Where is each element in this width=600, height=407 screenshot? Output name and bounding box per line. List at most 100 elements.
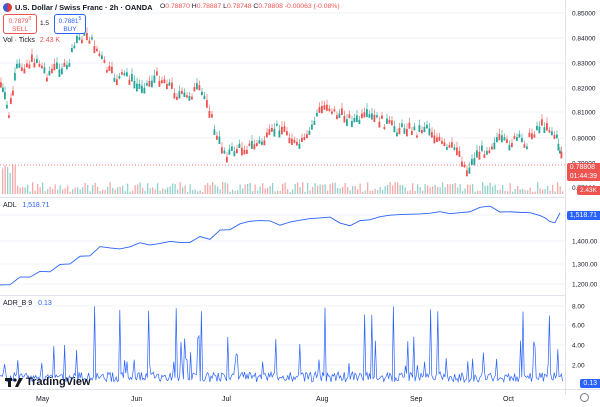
candle-body	[186, 95, 188, 98]
gear-icon[interactable]	[580, 393, 589, 402]
candle-body	[111, 66, 113, 74]
sell-button[interactable]: 0.78790 SELL	[3, 14, 37, 34]
candle-body	[26, 63, 28, 68]
candle-body	[188, 96, 191, 101]
candle-body	[488, 150, 491, 153]
adl-pane[interactable]: 1,500.001,400.001,300.001,200.00 ADL 1,5…	[0, 198, 600, 294]
candle-body	[528, 132, 531, 138]
candle-body	[41, 65, 43, 69]
volume-bar	[162, 188, 164, 194]
candle-body	[371, 113, 373, 120]
volume-bar	[32, 182, 34, 194]
adr-tick-label: 8.00	[572, 304, 585, 311]
buy-button[interactable]: 0.78815 BUY	[54, 14, 86, 34]
volume-bar	[412, 183, 414, 194]
volume-legend[interactable]: Vol · Ticks 2.43 K	[3, 37, 60, 44]
candle-body	[156, 71, 158, 76]
candle-body	[58, 69, 61, 77]
candle-body	[318, 107, 321, 113]
adr-line	[0, 306, 563, 384]
candle-body	[508, 145, 511, 151]
price-pane[interactable]: 0.85000 0.84000 0.83000 0.82000 0.81000 0.800…	[0, 0, 600, 196]
volume-bar	[407, 191, 409, 194]
volume-bar	[539, 188, 541, 194]
candle-body	[213, 129, 216, 136]
sell-label: SELL	[12, 26, 28, 34]
candle-body	[433, 135, 436, 144]
volume-bar	[537, 182, 539, 194]
volume-bar	[57, 189, 59, 194]
candle-body	[196, 83, 198, 90]
candle-body	[516, 137, 518, 141]
volume-bar	[457, 187, 459, 194]
ohlc-readout: O0.78870 H0.78887 L0.78748 C0.78808 -0.0…	[160, 3, 340, 10]
adr-chart[interactable]: 8.00 6.00 4.00 2.00	[0, 296, 600, 388]
candle-body	[166, 84, 168, 90]
candle-body	[118, 76, 121, 79]
volume-bar	[134, 185, 136, 194]
volume-bar	[542, 189, 544, 194]
volume-bar	[524, 190, 526, 194]
volume-bar	[277, 190, 279, 194]
candle-body	[531, 133, 533, 140]
candle-body	[68, 63, 71, 67]
candle-body	[106, 69, 108, 73]
volume-bar	[324, 184, 326, 194]
candle-body	[2, 87, 4, 93]
ohlc-high-key: H	[191, 3, 197, 10]
volume-bar	[249, 182, 251, 194]
candle-body	[481, 145, 483, 152]
candle-body	[206, 100, 208, 108]
volume-bar	[434, 184, 436, 194]
candle-body	[446, 147, 448, 150]
price-tick-label: 0.82000	[572, 86, 596, 93]
symbol-title[interactable]: U.S. Dollar / Swiss Franc · 2h · OANDA	[15, 3, 153, 12]
volume-bar	[29, 191, 31, 194]
candle-body	[246, 149, 248, 154]
volume-bar	[549, 190, 551, 194]
candle-body	[161, 80, 163, 84]
price-chart[interactable]: 0.85000 0.84000 0.83000 0.82000 0.81000 0.800…	[0, 0, 600, 196]
candle-body	[36, 58, 38, 64]
candle-body	[76, 35, 78, 44]
volume-bar	[359, 183, 361, 194]
volume-bar	[102, 189, 104, 194]
adl-legend[interactable]: ADL 1,518.71	[3, 202, 50, 209]
volume-bar	[349, 190, 351, 194]
candle-body	[226, 156, 228, 163]
candle-body	[386, 118, 388, 124]
adr-legend[interactable]: ADR_B 9 0.13	[3, 300, 52, 307]
current-price-tag: 0.78808 01:44:39	[566, 163, 600, 181]
volume-bar	[39, 187, 41, 194]
pane-separator-1[interactable]	[0, 197, 565, 198]
candle-body	[243, 149, 246, 155]
candle-body	[403, 128, 406, 134]
adr-pane[interactable]: 8.00 6.00 4.00 2.00 ADR_B 9 0.13 0.13 Tradi…	[0, 296, 600, 388]
time-axis[interactable]: May Jun Jul Aug Sep Oct	[0, 389, 600, 407]
candle-body	[323, 105, 326, 110]
candle-body	[4, 92, 6, 100]
volume-bar	[84, 182, 86, 194]
volume-bar	[419, 187, 421, 194]
candle-body	[201, 91, 203, 96]
volume-bar	[289, 191, 291, 194]
volume-bar	[237, 190, 239, 194]
pane-separator-2[interactable]	[0, 295, 565, 296]
volume-bar	[447, 184, 449, 194]
candle-body	[98, 53, 101, 57]
volume-bar	[442, 182, 444, 194]
candle-body	[308, 130, 311, 135]
adl-tick-label: 1,400.00	[572, 239, 598, 246]
volume-bar	[387, 184, 389, 194]
adl-chart[interactable]: 1,500.001,400.001,300.001,200.00	[0, 198, 600, 294]
tradingview-logo[interactable]: TradingView	[5, 376, 91, 388]
candle-body	[138, 83, 141, 89]
volume-bar	[292, 189, 294, 194]
volume-bar	[527, 190, 529, 194]
volume-bar	[417, 184, 419, 194]
candle-body	[521, 137, 523, 143]
candle-body	[281, 126, 283, 135]
volume-bar	[497, 190, 499, 194]
volume-bar	[254, 184, 256, 194]
volume-bar	[24, 187, 26, 194]
